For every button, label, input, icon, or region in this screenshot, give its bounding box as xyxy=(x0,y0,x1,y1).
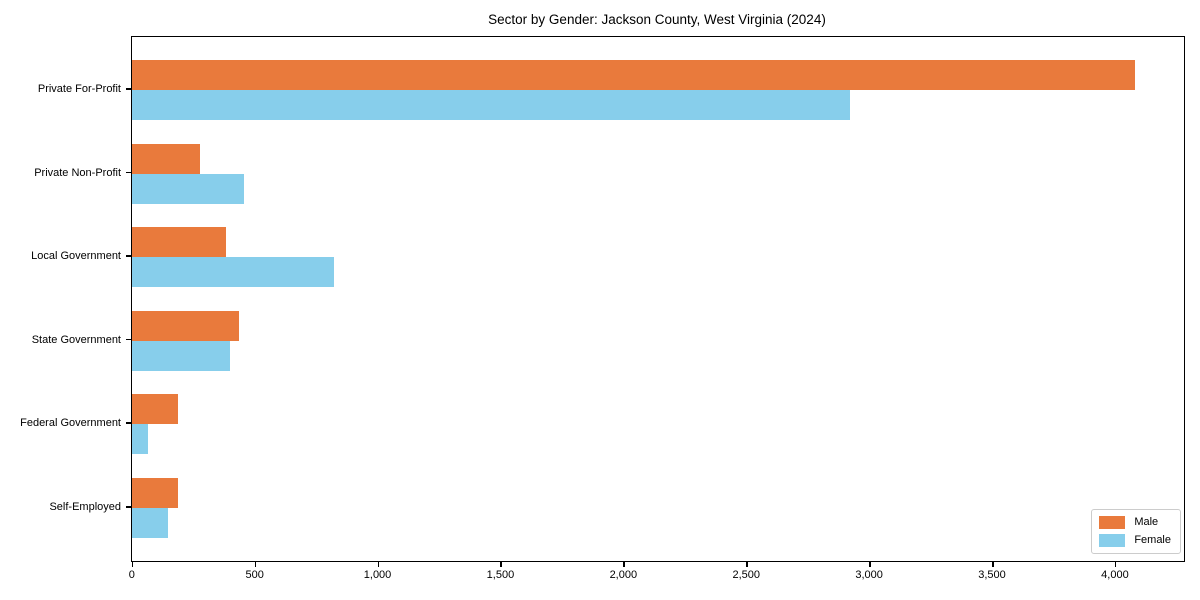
x-tick-label-3000: 3,000 xyxy=(855,569,883,581)
x-tick-mark xyxy=(992,561,994,567)
legend-swatch-male xyxy=(1099,516,1126,529)
plot-area: Male Female xyxy=(131,36,1185,562)
bar-male-state-government xyxy=(132,310,240,341)
x-tick-label-4000: 4,000 xyxy=(1101,569,1129,581)
legend-swatch-female xyxy=(1099,534,1126,547)
x-tick-label-3500: 3,500 xyxy=(978,569,1006,581)
bar-female-private-non-profit xyxy=(132,173,244,204)
legend-label-female: Female xyxy=(1134,534,1171,546)
x-tick-label-1500: 1,500 xyxy=(486,569,515,581)
legend-row-male: Male xyxy=(1099,516,1171,529)
bar-female-state-government xyxy=(132,340,230,371)
y-tick-mark xyxy=(126,422,131,424)
x-tick-label-1000: 1,000 xyxy=(363,569,392,581)
x-tick-mark xyxy=(500,561,502,567)
x-tick-mark xyxy=(254,561,257,567)
legend-row-female: Female xyxy=(1099,534,1171,547)
x-tick-label-500: 500 xyxy=(245,569,264,581)
bar-male-self-employed xyxy=(132,477,179,508)
y-tick-mark xyxy=(126,338,131,341)
x-tick-mark xyxy=(623,561,625,567)
y-tick-label-private-for-profit: Private For-Profit xyxy=(37,83,121,95)
y-tick-label-private-non-profit: Private Non-Profit xyxy=(34,166,121,179)
x-tick-label-2500: 2,500 xyxy=(732,569,760,581)
bar-female-local-government xyxy=(132,257,334,288)
y-tick-label-federal-government: Federal Government xyxy=(20,417,121,430)
bar-male-private-for-profit xyxy=(132,60,1135,90)
x-tick-label-2000: 2,000 xyxy=(609,569,638,581)
y-tick-mark xyxy=(126,255,131,257)
x-tick-mark xyxy=(746,561,748,567)
x-tick-mark xyxy=(131,561,134,567)
bar-female-self-employed xyxy=(132,507,168,538)
y-tick-label-local-government: Local Government xyxy=(31,250,121,263)
chart-title: Sector by Gender: Jackson County, West V… xyxy=(488,12,826,27)
y-tick-label-self-employed: Self-Employed xyxy=(49,500,121,513)
bar-male-federal-government xyxy=(132,394,178,425)
y-tick-mark xyxy=(126,88,131,90)
x-tick-mark xyxy=(1114,561,1117,567)
y-tick-label-state-government: State Government xyxy=(31,333,121,346)
x-tick-mark xyxy=(869,561,871,567)
legend: Male Female xyxy=(1091,509,1181,554)
y-tick-mark xyxy=(126,506,131,508)
bar-male-local-government xyxy=(132,227,227,258)
bar-male-private-non-profit xyxy=(132,143,200,174)
y-tick-mark xyxy=(126,171,131,174)
x-tick-label-0: 0 xyxy=(128,569,135,581)
bar-female-private-for-profit xyxy=(132,90,851,120)
bar-female-federal-government xyxy=(132,424,148,455)
x-tick-mark xyxy=(377,561,380,567)
legend-label-male: Male xyxy=(1134,516,1159,528)
